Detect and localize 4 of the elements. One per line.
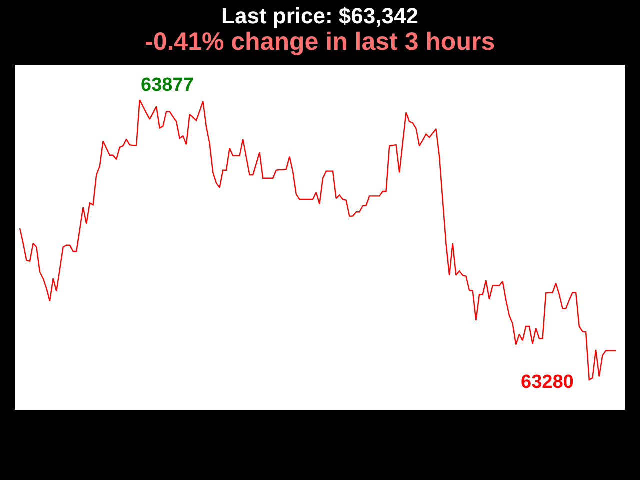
chart-title: Last price: $63,342 bbox=[222, 4, 418, 29]
chart-subtitle: -0.41% change in last 3 hours bbox=[145, 28, 496, 56]
data-label: 63280 bbox=[521, 372, 574, 393]
data-label: 63877 bbox=[141, 75, 194, 96]
